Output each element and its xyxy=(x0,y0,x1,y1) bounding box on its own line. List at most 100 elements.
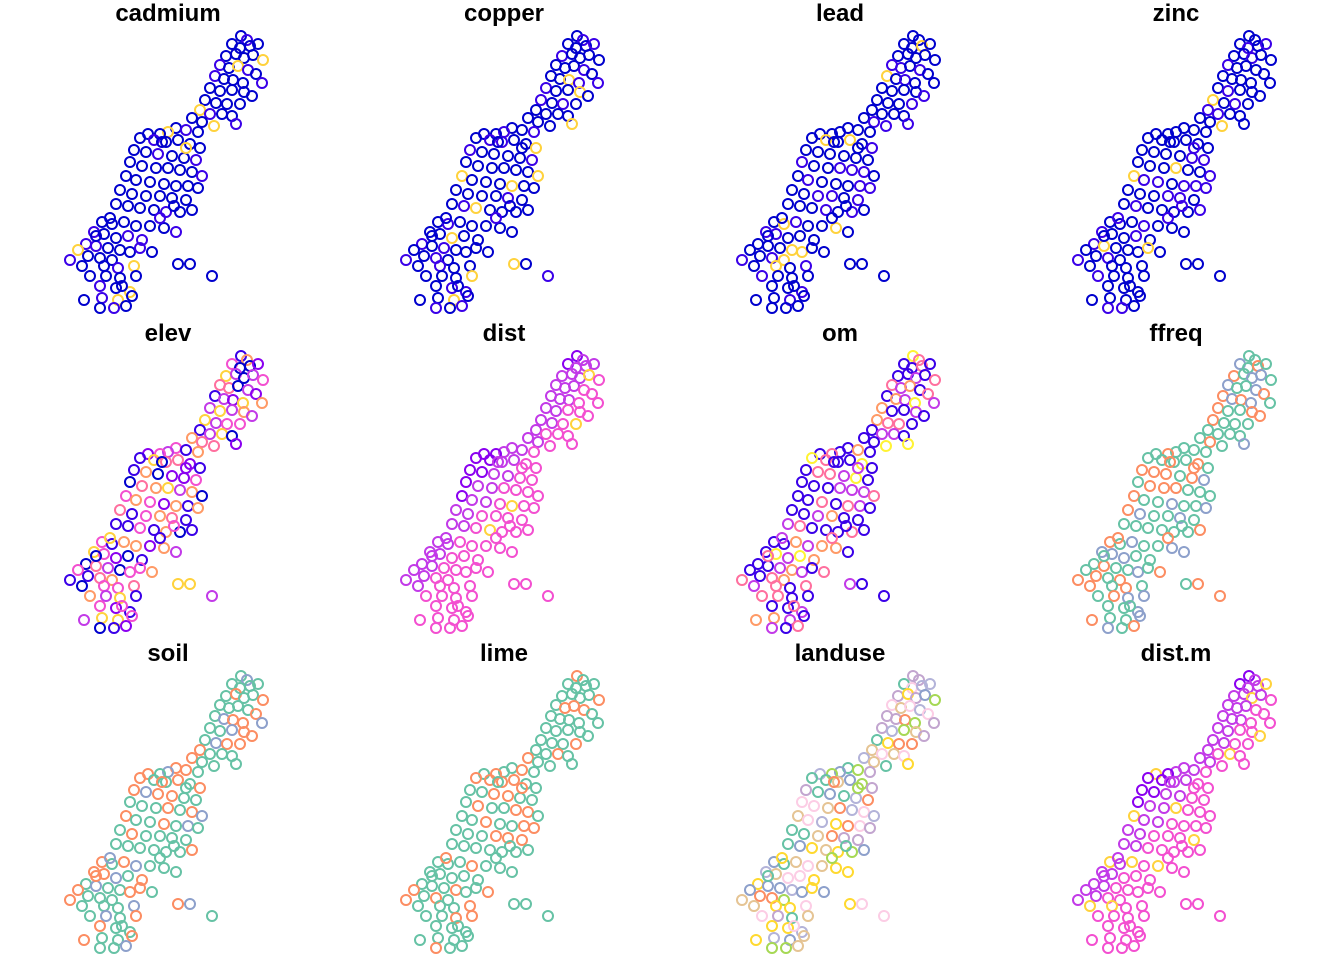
data-point xyxy=(830,862,842,874)
data-point xyxy=(929,374,941,386)
data-point xyxy=(522,432,534,444)
data-point xyxy=(450,824,462,836)
data-point xyxy=(440,212,452,224)
data-point xyxy=(148,774,160,786)
data-point xyxy=(830,818,842,830)
data-point xyxy=(1108,910,1120,922)
data-point xyxy=(221,738,233,750)
data-point xyxy=(822,802,834,814)
data-point xyxy=(98,260,110,272)
data-point xyxy=(460,476,472,488)
data-point xyxy=(486,802,498,814)
map-panel-om: om xyxy=(672,320,1008,640)
data-point xyxy=(782,922,794,934)
data-point xyxy=(408,564,420,576)
data-point xyxy=(199,414,211,426)
panel-title: soil xyxy=(147,640,189,667)
data-point xyxy=(192,502,204,514)
data-point xyxy=(1142,882,1154,894)
data-point xyxy=(1254,90,1266,102)
data-point xyxy=(174,804,186,816)
data-point xyxy=(90,560,102,572)
data-point xyxy=(1188,124,1200,136)
data-point xyxy=(232,700,244,712)
data-point xyxy=(130,270,142,282)
data-point xyxy=(786,244,798,256)
data-point xyxy=(919,49,931,61)
data-point xyxy=(556,50,568,62)
data-point xyxy=(160,136,172,148)
data-point xyxy=(1114,254,1126,266)
data-point xyxy=(766,600,778,612)
data-point xyxy=(1180,134,1192,146)
data-point xyxy=(1240,60,1252,72)
data-point xyxy=(158,542,170,554)
data-point xyxy=(1166,862,1178,874)
data-point xyxy=(114,592,126,604)
data-point xyxy=(514,152,526,164)
data-point xyxy=(1116,622,1128,634)
data-point xyxy=(1118,838,1130,850)
data-point xyxy=(736,894,748,906)
data-point xyxy=(1118,198,1130,210)
data-point xyxy=(1132,886,1144,898)
data-point xyxy=(1214,590,1226,602)
data-point xyxy=(126,508,138,520)
data-point xyxy=(82,890,94,902)
data-point xyxy=(1182,164,1194,176)
data-point xyxy=(1142,842,1154,854)
data-point xyxy=(134,842,146,854)
data-point xyxy=(1134,828,1146,840)
data-point xyxy=(162,802,174,814)
data-point xyxy=(588,678,600,690)
data-point xyxy=(476,146,488,158)
data-point xyxy=(794,200,806,212)
data-point xyxy=(257,374,269,386)
data-point xyxy=(892,50,904,62)
data-point xyxy=(1180,578,1192,590)
data-point xyxy=(1112,212,1124,224)
data-point xyxy=(532,170,544,182)
data-point xyxy=(828,776,840,788)
data-point xyxy=(136,234,148,246)
data-point xyxy=(1200,182,1212,194)
data-point xyxy=(166,470,178,482)
data-point xyxy=(257,694,269,706)
data-point xyxy=(540,82,552,94)
data-point xyxy=(154,448,166,460)
data-point xyxy=(800,144,812,156)
data-point xyxy=(160,776,172,788)
data-point xyxy=(446,552,458,564)
data-point xyxy=(826,448,838,460)
data-point xyxy=(577,674,589,686)
data-point xyxy=(462,930,474,942)
data-point xyxy=(1136,784,1148,796)
data-point xyxy=(170,866,182,878)
data-point xyxy=(1136,144,1148,156)
data-point xyxy=(476,466,488,478)
data-point xyxy=(1122,244,1134,256)
data-point xyxy=(806,882,818,894)
data-point xyxy=(516,142,528,154)
data-point xyxy=(148,524,160,536)
data-point xyxy=(1152,496,1164,508)
data-point xyxy=(400,894,412,906)
data-point xyxy=(568,60,580,72)
data-point xyxy=(1194,486,1206,498)
data-point xyxy=(1218,417,1230,429)
data-point xyxy=(1126,216,1138,228)
data-point xyxy=(844,774,856,786)
data-point xyxy=(482,566,494,578)
data-point xyxy=(876,748,888,760)
data-point xyxy=(466,270,478,282)
data-point xyxy=(226,404,238,416)
data-point xyxy=(1207,94,1219,106)
data-point xyxy=(838,192,850,204)
data-point xyxy=(1106,580,1118,592)
data-point xyxy=(858,524,870,536)
data-point xyxy=(186,806,198,818)
data-point xyxy=(566,438,578,450)
data-point xyxy=(180,764,192,776)
data-point xyxy=(782,552,794,564)
data-point xyxy=(871,94,883,106)
